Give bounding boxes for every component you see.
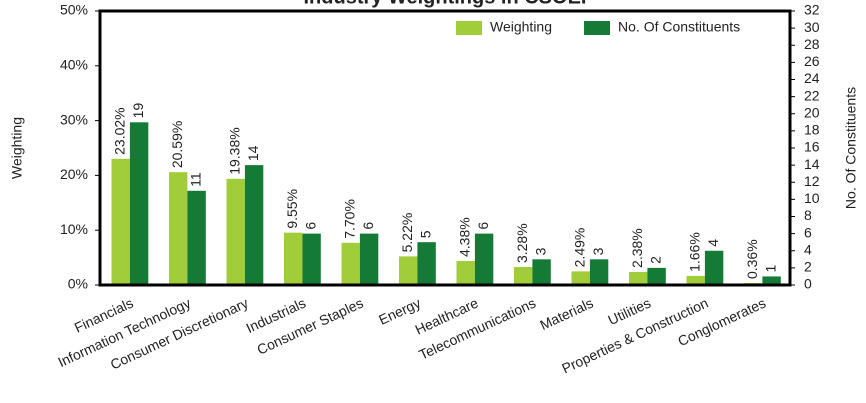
value-label: 6 — [475, 222, 491, 230]
y2-axis-title: No. Of Constituents — [843, 87, 859, 209]
value-label: 3.28% — [514, 223, 530, 263]
bar — [629, 271, 648, 285]
value-label: 2 — [647, 256, 663, 264]
legend-label: No. Of Constituents — [618, 19, 740, 35]
value-label: 23.02% — [111, 107, 127, 154]
y2-tick-label: 28 — [804, 36, 820, 52]
y2-tick-label: 18 — [804, 122, 820, 138]
legend-swatch — [584, 21, 611, 35]
bar — [417, 242, 436, 285]
value-label: 2.38% — [629, 228, 645, 268]
chart-title: Industry Weightings in CSOEI — [304, 0, 587, 8]
value-label: 20.59% — [169, 121, 185, 168]
value-label: 4 — [705, 239, 721, 247]
bar — [359, 233, 379, 285]
bar — [571, 271, 590, 285]
y-axis-title: Weighting — [9, 117, 25, 179]
y2-tick-label: 14 — [804, 156, 820, 172]
value-label: 3 — [590, 247, 606, 255]
bar — [284, 232, 303, 285]
value-label: 1 — [762, 264, 778, 272]
bar — [244, 165, 264, 285]
legend-label: Weighting — [490, 19, 552, 35]
value-label: 9.55% — [284, 189, 300, 229]
y2-tick-label: 8 — [804, 207, 812, 223]
x-tick-label: Materials — [537, 295, 595, 334]
y-tick-label: 50% — [60, 2, 88, 18]
y2-tick-label: 16 — [804, 139, 820, 155]
value-label: 1.66% — [686, 232, 702, 272]
value-label: 7.70% — [341, 199, 357, 239]
y2-tick-label: 0 — [804, 276, 812, 292]
y-tick-label: 10% — [60, 221, 88, 237]
y-tick-label: 20% — [60, 166, 88, 182]
value-label: 19.38% — [226, 127, 242, 174]
value-label: 14 — [245, 145, 261, 161]
bar — [474, 233, 494, 285]
bar — [514, 267, 533, 285]
y2-tick-label: 12 — [804, 173, 820, 189]
value-label: 19 — [130, 103, 146, 119]
bar — [686, 275, 705, 285]
y2-tick-label: 30 — [804, 19, 820, 35]
y2-tick-label: 20 — [804, 104, 820, 120]
value-label: 4.38% — [456, 217, 472, 257]
y2-tick-label: 10 — [804, 190, 820, 206]
bar — [704, 250, 724, 285]
value-label: 6 — [302, 222, 318, 230]
bar — [111, 158, 130, 285]
bar — [302, 233, 321, 285]
y2-tick-label: 24 — [804, 70, 820, 86]
y2-tick-label: 22 — [804, 87, 820, 103]
y-tick-label: 40% — [60, 57, 88, 73]
plot-frame — [98, 9, 792, 287]
y2-tick-label: 4 — [804, 241, 812, 257]
bar — [589, 259, 609, 285]
bar — [399, 256, 418, 285]
y2-tick-label: 32 — [804, 2, 820, 18]
y2-tick-label: 6 — [804, 224, 812, 240]
bar — [129, 122, 149, 285]
value-label: 2.49% — [571, 228, 587, 268]
bar — [762, 276, 781, 285]
value-label: 5.22% — [399, 213, 415, 253]
value-label: 0.36% — [744, 239, 760, 279]
bar — [456, 260, 475, 285]
value-label: 6 — [360, 222, 376, 230]
bar — [226, 178, 245, 285]
value-label: 11 — [187, 172, 203, 187]
y-tick-label: 0% — [68, 276, 88, 292]
y2-tick-label: 26 — [804, 53, 820, 69]
value-label: 5 — [417, 230, 433, 238]
bar — [169, 172, 188, 285]
y2-tick-label: 2 — [804, 259, 812, 275]
bar — [187, 190, 206, 285]
value-label: 3 — [532, 247, 548, 255]
bar — [647, 267, 666, 285]
legend-swatch — [456, 21, 482, 35]
y-tick-label: 30% — [60, 111, 88, 127]
bar — [341, 242, 360, 285]
bar — [532, 259, 551, 285]
